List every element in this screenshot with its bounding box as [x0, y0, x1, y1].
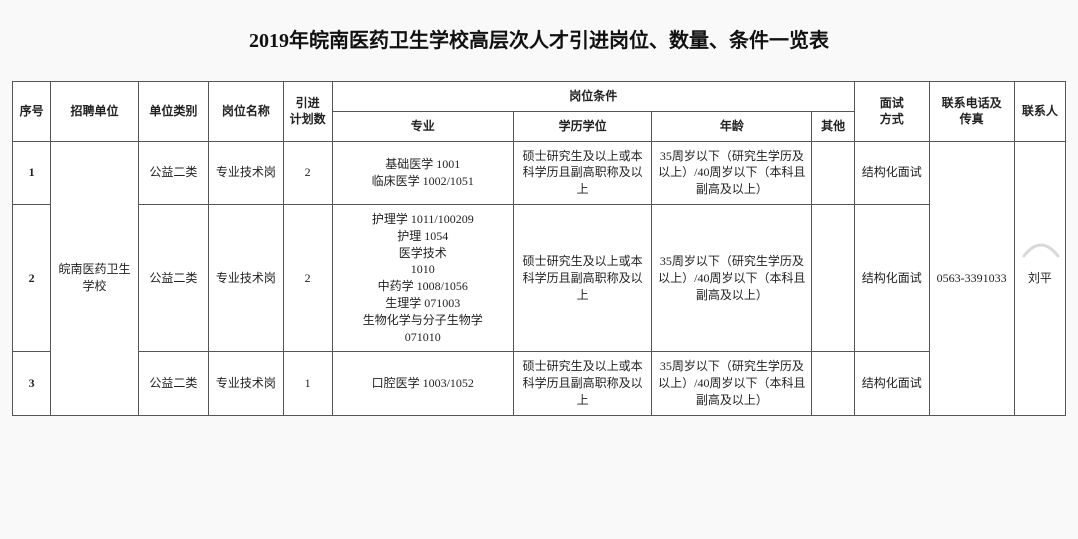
table-header-row-1: 序号 招聘单位 单位类别 岗位名称 引进 计划数 岗位条件 面试 方式 联系电话… — [13, 82, 1066, 112]
cell-other — [812, 352, 855, 415]
cell-age: 35周岁以下（研究生学历及以上）/40周岁以下（本科且副高及以上） — [652, 352, 812, 415]
col-seq: 序号 — [13, 82, 51, 142]
cell-other — [812, 141, 855, 204]
cell-phone: 0563-3391033 — [929, 141, 1014, 415]
col-method: 面试 方式 — [854, 82, 929, 142]
cell-position: 专业技术岗 — [209, 204, 284, 351]
cell-other — [812, 204, 855, 351]
cell-category: 公益二类 — [138, 204, 208, 351]
cell-contact: 刘平 — [1014, 141, 1065, 415]
cell-major: 护理学 1011/100209 护理 1054 医学技术 1010 中药学 10… — [332, 204, 513, 351]
col-plan: 引进 计划数 — [283, 82, 332, 142]
col-education: 学历学位 — [513, 111, 652, 141]
cell-seq: 2 — [13, 204, 51, 351]
col-conditions: 岗位条件 — [332, 82, 854, 112]
cell-major: 基础医学 1001 临床医学 1002/1051 — [332, 141, 513, 204]
page-title: 2019年皖南医药卫生学校高层次人才引进岗位、数量、条件一览表 — [12, 24, 1066, 53]
cell-method: 结构化面试 — [854, 141, 929, 204]
cell-category: 公益二类 — [138, 141, 208, 204]
cell-age: 35周岁以下（研究生学历及以上）/40周岁以下（本科且副高及以上） — [652, 204, 812, 351]
cell-position: 专业技术岗 — [209, 141, 284, 204]
col-major: 专业 — [332, 111, 513, 141]
cell-education: 硕士研究生及以上或本科学历且副高职称及以上 — [513, 204, 652, 351]
cell-seq: 3 — [13, 352, 51, 415]
cell-education: 硕士研究生及以上或本科学历且副高职称及以上 — [513, 352, 652, 415]
col-age: 年龄 — [652, 111, 812, 141]
cell-plan: 2 — [283, 141, 332, 204]
cell-plan: 1 — [283, 352, 332, 415]
cell-method: 结构化面试 — [854, 352, 929, 415]
col-contact: 联系人 — [1014, 82, 1065, 142]
cell-method: 结构化面试 — [854, 204, 929, 351]
col-position: 岗位名称 — [209, 82, 284, 142]
cell-major: 口腔医学 1003/1052 — [332, 352, 513, 415]
col-phone: 联系电话及 传真 — [929, 82, 1014, 142]
col-other: 其他 — [812, 111, 855, 141]
recruitment-table: 序号 招聘单位 单位类别 岗位名称 引进 计划数 岗位条件 面试 方式 联系电话… — [12, 81, 1066, 416]
col-unit: 招聘单位 — [51, 82, 138, 142]
table-row: 1 皖南医药卫生学校 公益二类 专业技术岗 2 基础医学 1001 临床医学 1… — [13, 141, 1066, 204]
cell-education: 硕士研究生及以上或本科学历且副高职称及以上 — [513, 141, 652, 204]
table-row: 2 公益二类 专业技术岗 2 护理学 1011/100209 护理 1054 医… — [13, 204, 1066, 351]
table-row: 3 公益二类 专业技术岗 1 口腔医学 1003/1052 硕士研究生及以上或本… — [13, 352, 1066, 415]
cell-age: 35周岁以下（研究生学历及以上）/40周岁以下（本科且副高及以上） — [652, 141, 812, 204]
col-category: 单位类别 — [138, 82, 208, 142]
cell-unit: 皖南医药卫生学校 — [51, 141, 138, 415]
cell-seq: 1 — [13, 141, 51, 204]
cell-plan: 2 — [283, 204, 332, 351]
cell-position: 专业技术岗 — [209, 352, 284, 415]
cell-category: 公益二类 — [138, 352, 208, 415]
